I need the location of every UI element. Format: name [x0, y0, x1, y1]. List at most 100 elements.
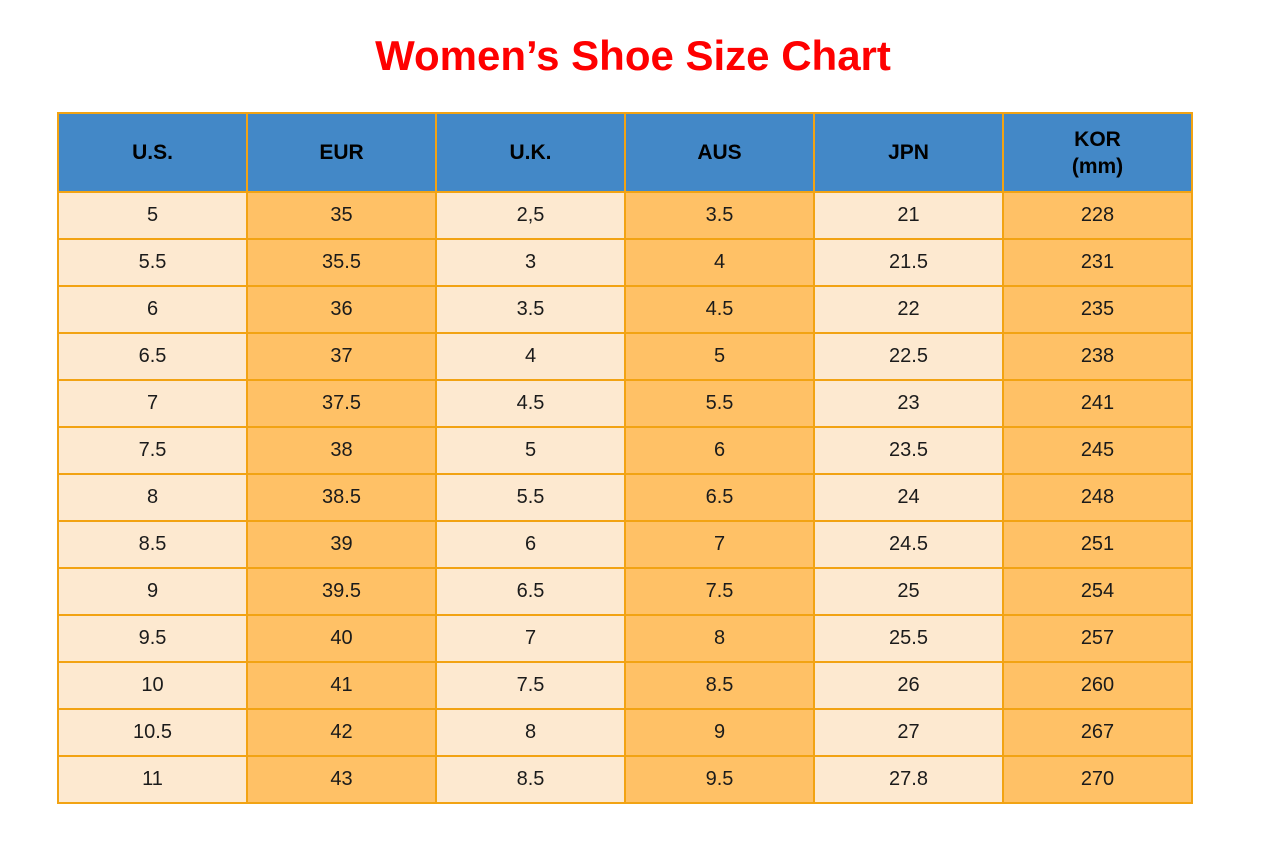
table-cell: 24.5	[813, 520, 1004, 569]
table-cell: 2,5	[435, 191, 626, 240]
table-cell: 7	[57, 379, 248, 428]
table-cell: 8	[57, 473, 248, 522]
table-cell: 24	[813, 473, 1004, 522]
table-row: 8.5 39 6 7 24.5 251	[57, 520, 1193, 569]
table-cell: 27.8	[813, 755, 1004, 804]
table-row: 11 43 8.5 9.5 27.8 270	[57, 755, 1193, 804]
table-cell: 22.5	[813, 332, 1004, 381]
column-header-jpn: JPN	[813, 112, 1004, 193]
kor-unit-label: (mm)	[1071, 154, 1124, 178]
table-cell: 35.5	[246, 238, 437, 287]
table-row: 5.5 35.5 3 4 21.5 231	[57, 238, 1193, 287]
table-row: 6 36 3.5 4.5 22 235	[57, 285, 1193, 334]
table-cell: 25	[813, 567, 1004, 616]
table-cell: 42	[246, 708, 437, 757]
table-cell: 27	[813, 708, 1004, 757]
table-cell: 238	[1002, 332, 1193, 381]
page-title: Women’s Shoe Size Chart	[375, 32, 891, 79]
table-cell: 5.5	[57, 238, 248, 287]
table-cell: 245	[1002, 426, 1193, 475]
column-header-us: U.S.	[57, 112, 248, 193]
kor-label: KOR	[1074, 127, 1121, 151]
table-row: 7 37.5 4.5 5.5 23 241	[57, 379, 1193, 428]
table-cell: 257	[1002, 614, 1193, 663]
table-cell: 23.5	[813, 426, 1004, 475]
column-header-kor: KOR (mm)	[1002, 112, 1193, 193]
table-cell: 8	[435, 708, 626, 757]
table-row: 8 38.5 5.5 6.5 24 248	[57, 473, 1193, 522]
table-cell: 9.5	[624, 755, 815, 804]
table-cell: 241	[1002, 379, 1193, 428]
table-cell: 3.5	[435, 285, 626, 334]
table-cell: 21	[813, 191, 1004, 240]
table-cell: 39	[246, 520, 437, 569]
table-header: U.S. EUR U.K. AUS JPN KOR (mm)	[57, 112, 1193, 193]
table-cell: 9	[624, 708, 815, 757]
table-cell: 6.5	[57, 332, 248, 381]
table-cell: 4.5	[435, 379, 626, 428]
table-row: 9 39.5 6.5 7.5 25 254	[57, 567, 1193, 616]
table-cell: 7.5	[624, 567, 815, 616]
table-cell: 5	[624, 332, 815, 381]
table-cell: 235	[1002, 285, 1193, 334]
table-cell: 270	[1002, 755, 1193, 804]
table-cell: 4.5	[624, 285, 815, 334]
shoe-size-table: U.S. EUR U.K. AUS JPN KOR (mm) 5 35 2,5 …	[57, 112, 1193, 804]
table-body: 5 35 2,5 3.5 21 228 5.5 35.5 3 4 21.5 23…	[57, 191, 1193, 804]
table-cell: 231	[1002, 238, 1193, 287]
table-cell: 7.5	[57, 426, 248, 475]
table-cell: 3	[435, 238, 626, 287]
table-cell: 6	[624, 426, 815, 475]
column-header-uk: U.K.	[435, 112, 626, 193]
column-header-eur: EUR	[246, 112, 437, 193]
table-row: 5 35 2,5 3.5 21 228	[57, 191, 1193, 240]
table-cell: 6	[57, 285, 248, 334]
table-cell: 251	[1002, 520, 1193, 569]
table-cell: 9	[57, 567, 248, 616]
table-cell: 6	[435, 520, 626, 569]
table-cell: 40	[246, 614, 437, 663]
table-cell: 37.5	[246, 379, 437, 428]
table-cell: 3.5	[624, 191, 815, 240]
table-cell: 41	[246, 661, 437, 710]
table-cell: 25.5	[813, 614, 1004, 663]
table-cell: 5	[435, 426, 626, 475]
table-cell: 43	[246, 755, 437, 804]
table-cell: 7	[624, 520, 815, 569]
table-cell: 8	[624, 614, 815, 663]
table-cell: 267	[1002, 708, 1193, 757]
table-cell: 38.5	[246, 473, 437, 522]
table-row: 7.5 38 5 6 23.5 245	[57, 426, 1193, 475]
column-header-aus: AUS	[624, 112, 815, 193]
table-cell: 38	[246, 426, 437, 475]
table-cell: 8.5	[435, 755, 626, 804]
table-cell: 21.5	[813, 238, 1004, 287]
table-cell: 4	[435, 332, 626, 381]
table-cell: 36	[246, 285, 437, 334]
table-cell: 37	[246, 332, 437, 381]
table-cell: 10	[57, 661, 248, 710]
table-cell: 7.5	[435, 661, 626, 710]
table-row: 6.5 37 4 5 22.5 238	[57, 332, 1193, 381]
table-row: 9.5 40 7 8 25.5 257	[57, 614, 1193, 663]
table-cell: 5.5	[624, 379, 815, 428]
table-cell: 254	[1002, 567, 1193, 616]
table-cell: 26	[813, 661, 1004, 710]
table-cell: 5	[57, 191, 248, 240]
table-cell: 8.5	[57, 520, 248, 569]
table-cell: 6.5	[624, 473, 815, 522]
table-cell: 10.5	[57, 708, 248, 757]
table-cell: 8.5	[624, 661, 815, 710]
table-cell: 23	[813, 379, 1004, 428]
table-row: 10.5 42 8 9 27 267	[57, 708, 1193, 757]
table-cell: 11	[57, 755, 248, 804]
table-cell: 7	[435, 614, 626, 663]
table-cell: 5.5	[435, 473, 626, 522]
table-cell: 260	[1002, 661, 1193, 710]
table-cell: 39.5	[246, 567, 437, 616]
table-cell: 22	[813, 285, 1004, 334]
table-cell: 6.5	[435, 567, 626, 616]
table-cell: 228	[1002, 191, 1193, 240]
table-cell: 248	[1002, 473, 1193, 522]
table-row: 10 41 7.5 8.5 26 260	[57, 661, 1193, 710]
